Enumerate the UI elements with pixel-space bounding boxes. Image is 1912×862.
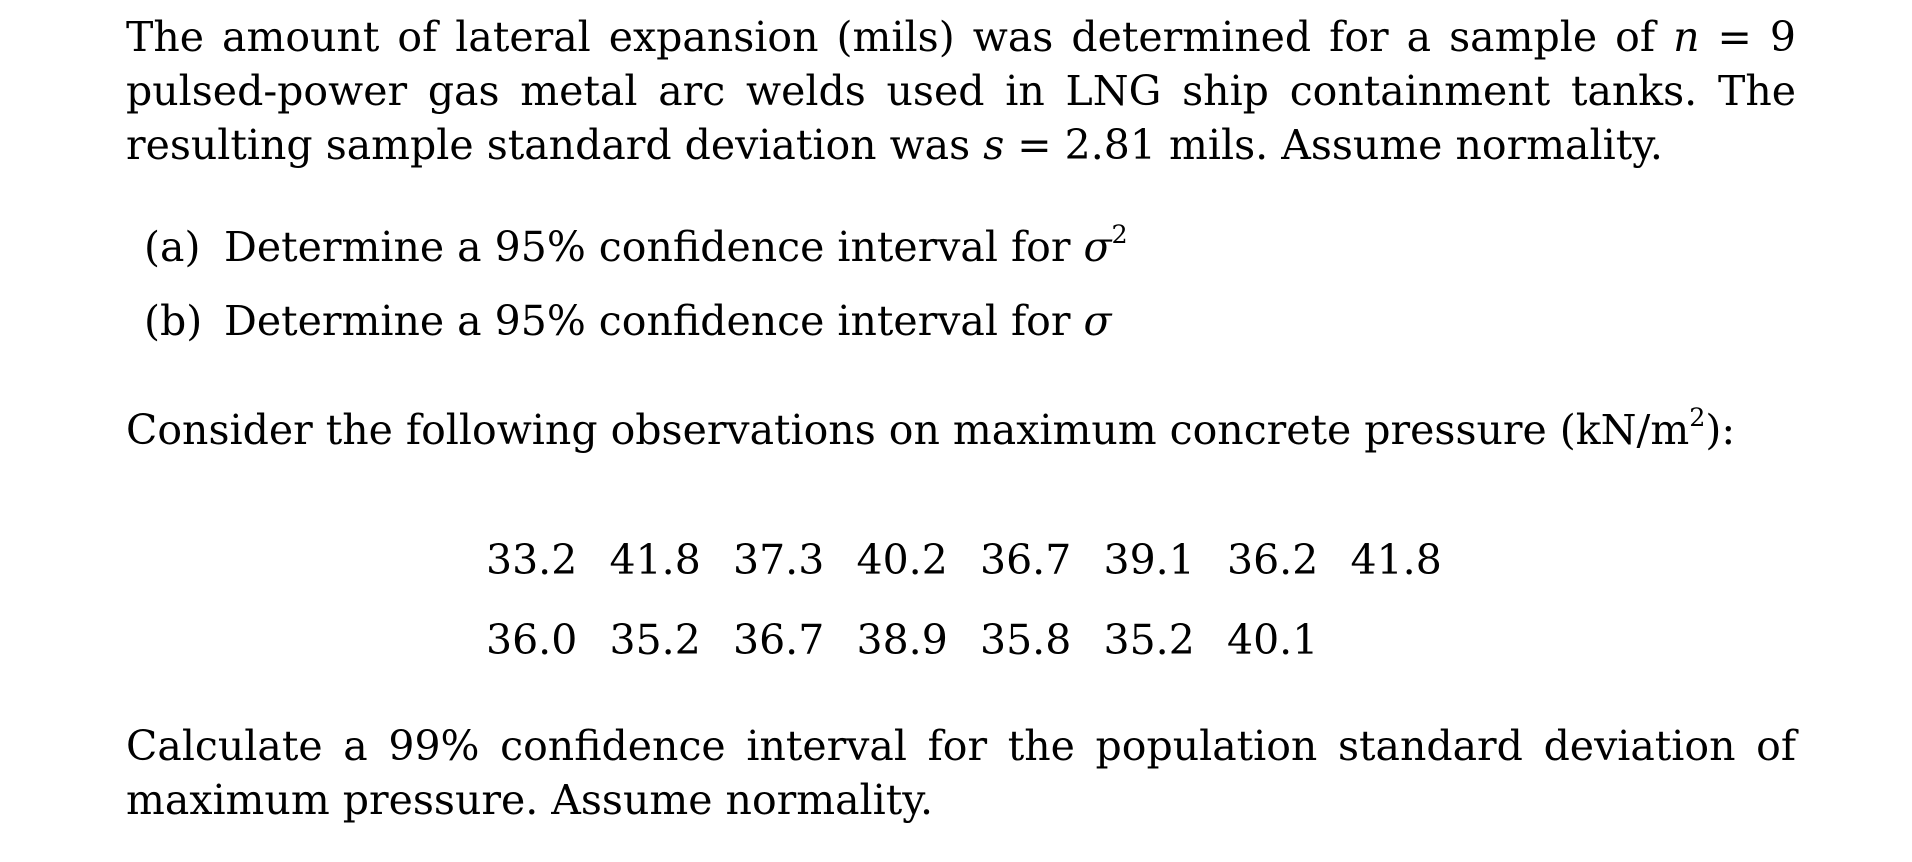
unit-exponent: 2 [1689, 401, 1706, 432]
sigma-symbol: σ [1083, 223, 1112, 271]
problem2-intro-text-1: Consider the following observations on m… [126, 406, 1690, 454]
problem2-intro-text-2: ): [1705, 406, 1736, 454]
observation-value: 39.1 [1103, 536, 1195, 584]
problem2-question: Calculate a 99% confidence interval for … [126, 722, 1796, 824]
part-b-body: Determine a 95% confidence interval for … [224, 294, 1111, 368]
part-b-label: (b) [144, 297, 203, 345]
observation-value: 36.0 [486, 616, 578, 664]
observation-value: 37.3 [733, 536, 825, 584]
sigma-symbol: σ [1083, 297, 1112, 345]
observation-value: 35.8 [980, 616, 1072, 664]
n-value: = 9 [1699, 13, 1797, 61]
observation-value: 33.2 [486, 536, 578, 584]
observation-value: 41.8 [1350, 536, 1442, 584]
problem1-parts: (a) Determine a 95% confidence interval … [144, 220, 1128, 368]
s-value: = 2.81 [1004, 121, 1156, 169]
observation-value: 40.2 [856, 536, 948, 584]
document: The amount of lateral expansion (mils) w… [126, 10, 1796, 824]
observation-value: 36.7 [980, 536, 1072, 584]
observation-value: 38.9 [856, 616, 948, 664]
n-symbol: n [1673, 13, 1700, 61]
part-a: (a) Determine a 95% confidence interval … [144, 220, 1128, 294]
part-a-text: Determine a 95% confidence interval for [224, 223, 1084, 271]
part-a-label: (a) [144, 223, 201, 271]
part-a-body: Determine a 95% confidence interval for … [224, 220, 1128, 294]
s-symbol: s [983, 121, 1005, 169]
observation-value: 35.2 [1103, 616, 1195, 664]
observation-value: 35.2 [609, 616, 701, 664]
problem1-intro-text-2: pulsed-power gas metal arc welds used in… [126, 67, 1796, 169]
problem1-intro-text-1: The amount of lateral expansion (mils) w… [126, 13, 1674, 61]
observations-row-1: 33.2 41.8 37.3 40.2 36.7 39.1 36.2 41.8 [486, 533, 1474, 613]
squared-exponent: 2 [1111, 218, 1128, 249]
observations-table: 33.2 41.8 37.3 40.2 36.7 39.1 36.2 41.8 … [486, 533, 1474, 693]
observation-value: 36.2 [1227, 536, 1319, 584]
observation-value: 36.7 [733, 616, 825, 664]
problem1-intro-text-3: mils. Assume normality. [1155, 121, 1663, 169]
part-b-text: Determine a 95% confidence interval for [224, 297, 1084, 345]
part-b: (b) Determine a 95% confidence interval … [144, 294, 1128, 368]
problem1-intro: The amount of lateral expansion (mils) w… [126, 10, 1796, 172]
problem2-intro: Consider the following observations on m… [126, 403, 1735, 457]
observation-value: 40.1 [1227, 616, 1319, 664]
observation-value: 41.8 [609, 536, 701, 584]
observations-row-2: 36.0 35.2 36.7 38.9 35.8 35.2 40.1 [486, 613, 1474, 693]
